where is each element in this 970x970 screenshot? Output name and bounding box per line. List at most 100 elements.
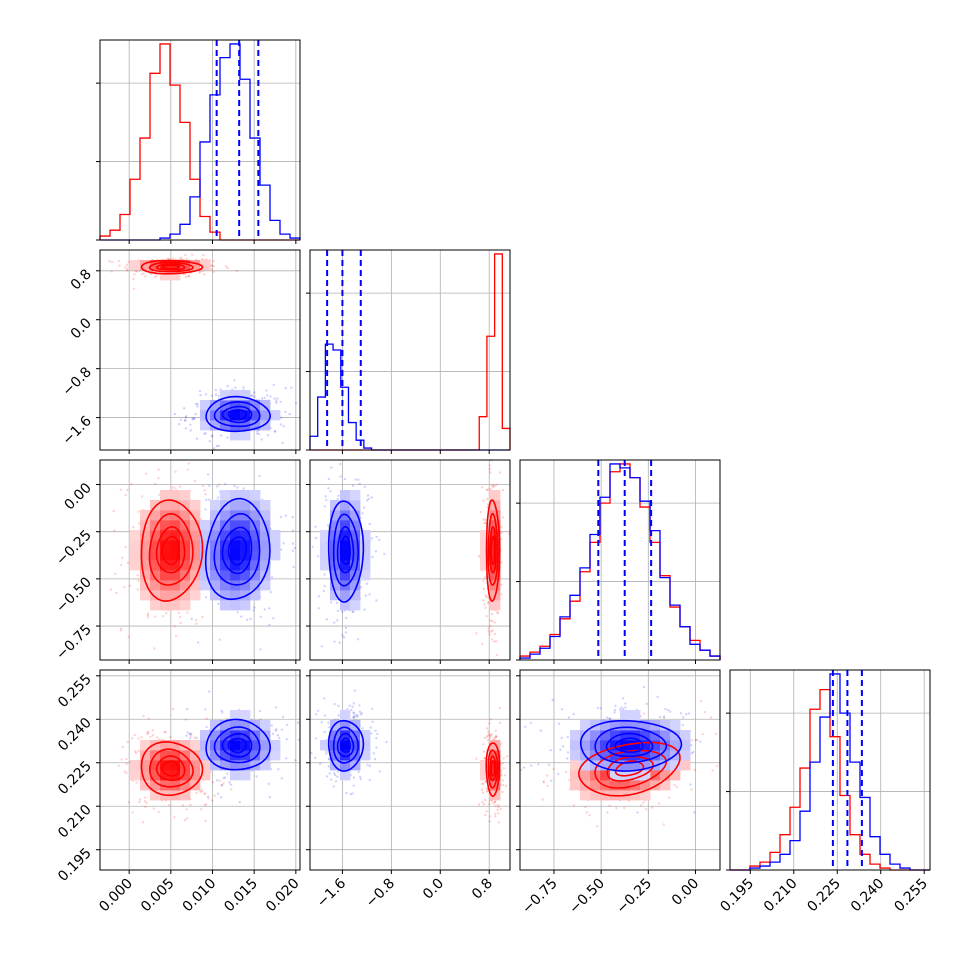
scatter-point xyxy=(501,790,504,794)
scatter-point xyxy=(348,704,351,707)
density-cell xyxy=(640,720,651,731)
density-cell xyxy=(210,590,221,601)
density-cell xyxy=(130,550,141,561)
scatter-point xyxy=(497,821,500,824)
scatter-point xyxy=(189,423,192,426)
scatter-point xyxy=(185,734,188,737)
density-cell xyxy=(200,400,211,411)
scatter-point xyxy=(675,785,678,789)
density-cell xyxy=(620,720,631,731)
contour-series-0 xyxy=(577,741,681,797)
y-tick-label: −0.75 xyxy=(53,622,95,664)
scatter-point xyxy=(149,735,152,738)
contour-series-1 xyxy=(327,719,365,772)
scatter-point xyxy=(188,733,191,736)
scatter-point xyxy=(367,497,370,501)
scatter-point xyxy=(179,621,182,625)
density-cell xyxy=(140,590,151,601)
density-cell xyxy=(170,530,181,541)
density-cell xyxy=(630,770,641,781)
density-cell xyxy=(140,540,151,551)
scatter-point xyxy=(359,713,362,716)
scatter-point xyxy=(337,704,340,708)
scatter-point xyxy=(260,397,264,400)
scatter-point xyxy=(200,808,203,811)
y-tick-label: 0.240 xyxy=(55,715,95,755)
scatter-point xyxy=(144,796,147,799)
contour-series-1 xyxy=(213,400,261,428)
scatter-point xyxy=(180,258,184,261)
density-cell xyxy=(230,520,241,531)
scatter-point xyxy=(213,447,216,450)
scatter-point xyxy=(315,713,318,716)
scatter-point xyxy=(334,780,338,783)
density-cell xyxy=(220,760,231,771)
scatter-point xyxy=(358,482,361,486)
contour-series-1 xyxy=(594,726,668,764)
scatter-point xyxy=(137,749,140,752)
density-cell xyxy=(180,550,191,561)
scatter-point xyxy=(188,274,191,278)
scatter-point xyxy=(281,441,284,445)
scatter-point xyxy=(124,545,128,549)
scatter-point xyxy=(271,732,275,736)
density-cell xyxy=(480,760,491,771)
density-cell xyxy=(270,540,281,551)
scatter-point xyxy=(190,617,193,621)
scatter-point xyxy=(186,468,189,471)
scatter-point xyxy=(354,714,357,717)
density-cell xyxy=(650,730,661,741)
scatter-point xyxy=(200,788,204,791)
density-cell xyxy=(260,400,271,411)
density-cell xyxy=(350,560,361,571)
density-cell xyxy=(200,530,211,541)
x-tick-label: 0.240 xyxy=(848,876,888,916)
density-cell xyxy=(240,390,251,401)
contour-series-0 xyxy=(490,760,496,777)
density-cell xyxy=(160,500,171,511)
density-cell xyxy=(570,770,581,781)
scatter-point xyxy=(182,407,186,410)
density-cell xyxy=(180,560,191,571)
scatter-point xyxy=(285,738,288,741)
scatter-point xyxy=(385,740,388,744)
scatter-point xyxy=(141,495,144,498)
density-cell xyxy=(170,740,181,751)
scatter-point xyxy=(614,704,617,708)
scatter-point xyxy=(368,593,371,596)
scatter-point xyxy=(234,386,237,389)
scatter-point xyxy=(131,737,134,740)
density-cell xyxy=(160,530,171,541)
scatter-point xyxy=(483,756,487,760)
density-cell xyxy=(210,420,221,431)
scatter-point xyxy=(155,274,158,277)
scatter-point xyxy=(375,746,378,749)
density-cell xyxy=(170,590,181,601)
density-cell xyxy=(150,580,161,591)
scatter-point xyxy=(239,615,243,618)
density-cell xyxy=(180,770,191,781)
scatter-point xyxy=(352,784,355,787)
scatter-point xyxy=(189,803,192,807)
scatter-point xyxy=(246,618,249,621)
scatter-point xyxy=(328,772,331,775)
density-cell xyxy=(350,540,361,551)
scatter-point xyxy=(640,804,643,807)
scatter-point xyxy=(189,429,192,432)
scatter-point xyxy=(135,751,138,754)
scatter-point xyxy=(335,601,339,605)
scatter-point xyxy=(215,444,219,448)
scatter-point xyxy=(339,462,342,466)
scatter-point xyxy=(204,393,208,396)
contour-series-0 xyxy=(489,755,497,782)
density-cell xyxy=(150,520,161,531)
scatter-point xyxy=(212,264,215,268)
scatter-point xyxy=(356,714,359,717)
scatter-point xyxy=(485,497,489,501)
density-cell xyxy=(130,560,141,571)
scatter-point xyxy=(291,516,294,519)
scatter-point xyxy=(225,717,228,721)
density-cell xyxy=(240,400,251,411)
density-cell xyxy=(600,750,611,761)
scatter-point xyxy=(350,708,353,712)
